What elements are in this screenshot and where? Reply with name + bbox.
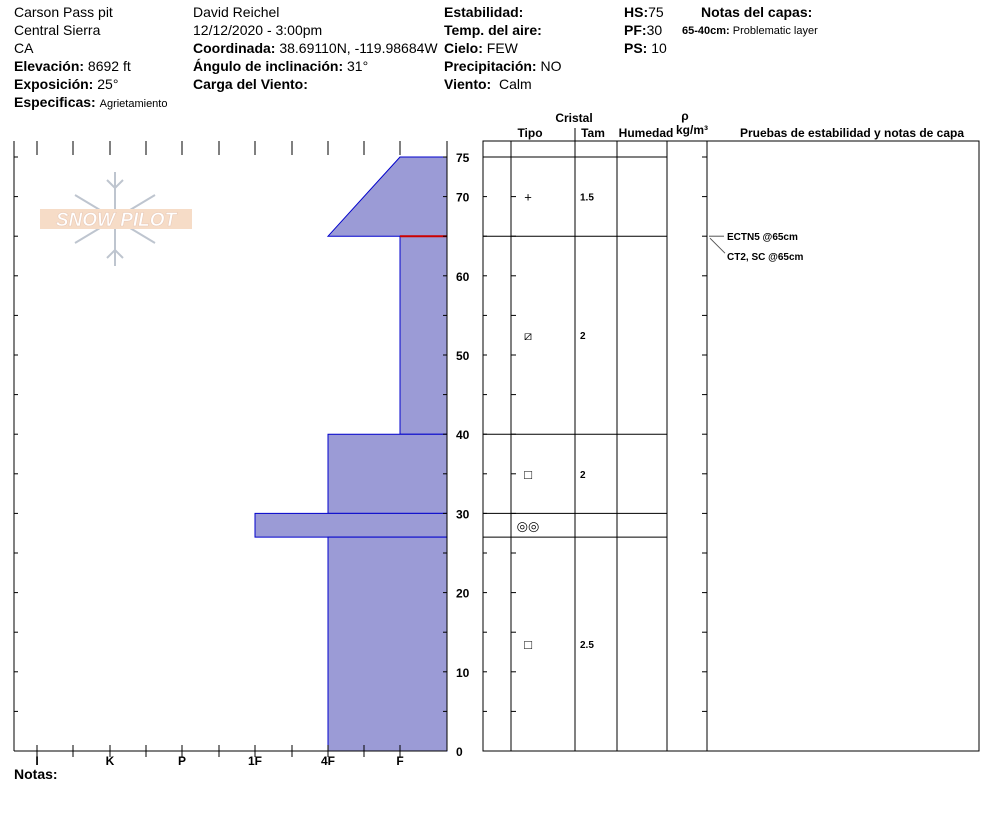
table-frame — [482, 140, 980, 752]
x-tick-label: 1F — [248, 754, 262, 768]
wind-load-label: Carga del Viento: — [193, 76, 308, 92]
state: CA — [14, 40, 34, 56]
y-tick-label: 75 — [456, 151, 470, 165]
layer-note-range: 65-40cm: — [682, 25, 730, 37]
faceted-crystal-icon: □ — [524, 637, 532, 652]
wind-value: Calm — [498, 76, 532, 92]
faceted-crystal-icon: □ — [524, 467, 532, 482]
y-tick-label: 20 — [456, 587, 470, 601]
aspect-value: 25° — [97, 76, 119, 92]
x-tick-label: P — [178, 754, 186, 768]
pf-value: 30 — [646, 22, 663, 38]
y-tick-label: 40 — [456, 428, 470, 442]
coordinates: Coordinada: 38.69110N, -119.98684W — [193, 39, 438, 57]
elevation-value: 8692 ft — [87, 58, 131, 74]
hs-label: HS: — [624, 4, 649, 20]
elevation: Elevación: 8692 ft — [14, 57, 131, 75]
specifics-label: Especificas: — [14, 94, 96, 110]
y-tick-label: 70 — [456, 191, 470, 205]
rho-header: ρ — [681, 109, 688, 123]
specifics-value: Agrietamiento — [99, 98, 168, 110]
snowpilot-logo: SNOW PILOT — [40, 172, 192, 266]
moisture-header: Humedad — [619, 126, 674, 140]
grain-size: 1.5 — [580, 193, 594, 204]
slope-value: 31° — [347, 58, 369, 74]
datetime: 12/12/2020 - 3:00pm — [193, 22, 323, 38]
precip: Precipitación: NO — [444, 57, 561, 75]
observer: David Reichel — [193, 4, 280, 20]
x-tick-label: 4F — [321, 754, 335, 768]
slope: Ángulo de inclinación: 31° — [193, 57, 368, 75]
density-header: kg/m³ — [676, 123, 708, 137]
pf-label: PF: — [624, 22, 647, 38]
y-tick-label: 10 — [456, 666, 470, 680]
wind: Viento: Calm — [444, 75, 532, 93]
air-temp-label: Temp. del aire: — [444, 22, 542, 38]
ps-label: PS: — [624, 40, 648, 56]
sky-label: Cielo: — [444, 40, 483, 56]
precip-label: Precipitación: — [444, 58, 537, 74]
y-tick-label: 60 — [456, 270, 470, 284]
sky: Cielo: FEW — [444, 39, 518, 57]
stability-label: Estabilidad: — [444, 4, 524, 20]
x-tick-label: K — [106, 754, 115, 768]
hardness-layer — [327, 536, 448, 752]
x-tick-label: I — [35, 754, 38, 768]
layer-note: 65-40cm: Problematic layer — [682, 22, 818, 40]
layer-note-text: Problematic layer — [732, 25, 818, 37]
grain-size: 2 — [580, 331, 586, 342]
layer-notes-label: Notas del capas: — [701, 4, 813, 20]
x-tick-label: F — [396, 754, 403, 768]
hardness-layer — [399, 235, 448, 435]
hardness-layer — [254, 512, 448, 538]
coord-value: 38.69110N, -119.98684W — [279, 40, 438, 56]
crystal-header: Cristal — [555, 111, 592, 125]
hs-value: 75 — [648, 4, 664, 20]
rounding-faceted-icon: ⧄ — [524, 328, 532, 343]
coord-label: Coordinada: — [193, 40, 276, 56]
location: Carson Pass pit — [14, 4, 113, 20]
ps-value: 10 — [651, 40, 667, 56]
specifics: Especificas: Agrietamiento — [14, 93, 167, 113]
y-tick-label: 50 — [456, 349, 470, 363]
grain-size: 2 — [580, 470, 586, 481]
range: Central Sierra — [14, 22, 101, 38]
hs: HS:75 — [624, 3, 664, 21]
logo-text: SNOW PILOT — [56, 210, 178, 231]
test-arrow-icon — [709, 237, 726, 254]
aspect: Exposición: 25° — [14, 75, 118, 93]
slope-label: Ángulo de inclinación: — [193, 58, 344, 74]
hardness-layer — [326, 156, 448, 237]
y-tick-label: 0 — [456, 745, 463, 759]
hardness-layer — [327, 433, 448, 514]
y-tick-label: 30 — [456, 507, 470, 521]
size-header: Tam — [581, 126, 605, 140]
precipitation-particles-icon: + — [524, 190, 532, 205]
melt-freeze-icon: ◎◎ — [517, 518, 540, 533]
sky-value: FEW — [486, 40, 518, 56]
wind-label: Viento: — [444, 76, 492, 92]
type-header: Tipo — [517, 126, 542, 140]
test-result: CT2, SC @65cm — [727, 252, 804, 263]
grain-size: 2.5 — [580, 640, 594, 651]
test-result: ECTN5 @65cm — [727, 232, 798, 243]
ps: PS: 10 — [624, 39, 667, 57]
elevation-label: Elevación: — [14, 58, 85, 74]
pf: PF:30 — [624, 21, 662, 39]
aspect-label: Exposición: — [14, 76, 94, 92]
tests-header: Pruebas de estabilidad y notas de capa — [740, 126, 964, 140]
precip-value: NO — [540, 58, 562, 74]
notes-label: Notas: — [14, 766, 58, 782]
